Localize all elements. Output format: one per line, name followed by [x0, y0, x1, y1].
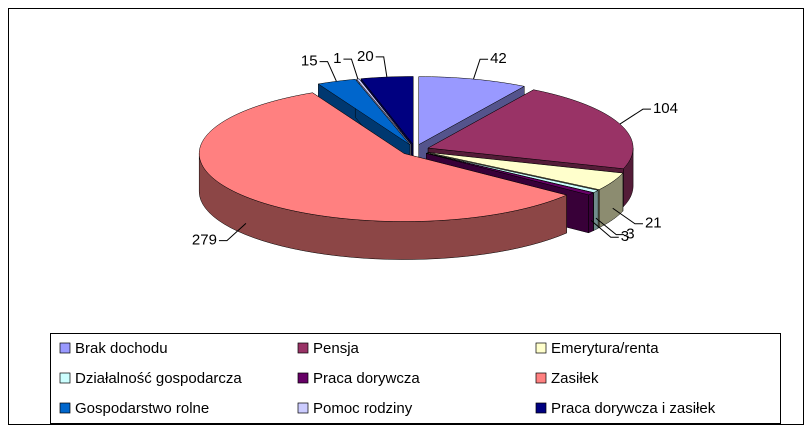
legend-label: Emerytura/renta [551, 340, 659, 357]
pie [198, 76, 634, 260]
data-label: 15 [301, 53, 318, 70]
legend-swatch [59, 402, 71, 414]
legend-label: Gospodarstwo rolne [75, 400, 209, 417]
leader-line [619, 108, 651, 125]
leader-line [375, 56, 388, 78]
slice [317, 78, 411, 145]
slice-wall [588, 192, 594, 234]
data-label: 279 [192, 232, 217, 249]
slice [198, 92, 568, 222]
data-label: 104 [653, 100, 678, 117]
legend-swatch [535, 402, 547, 414]
slice [427, 89, 634, 169]
legend-swatch [535, 372, 547, 384]
data-label: 3 [621, 228, 629, 245]
leader-line [590, 220, 619, 238]
slice [427, 152, 624, 190]
slice [418, 76, 525, 146]
legend-label: Działalność gospodarcza [75, 370, 242, 387]
legend-swatch [297, 342, 309, 354]
legend-box [50, 333, 781, 424]
leader-line [612, 207, 643, 225]
legend-label: Praca dorywcza [313, 370, 420, 387]
leader-line [595, 217, 625, 236]
legend-swatch [297, 402, 309, 414]
data-label: 21 [645, 215, 662, 232]
legend-label: Praca dorywcza i zasiłek [551, 400, 716, 417]
data-label: 20 [357, 48, 374, 65]
legend-swatch [59, 342, 71, 354]
legend-label: Pensja [313, 340, 360, 357]
slice [360, 76, 414, 146]
legend-swatch [59, 372, 71, 384]
leader-line [218, 223, 247, 242]
data-label: 42 [490, 50, 507, 67]
legend-label: Zasiłek [551, 370, 599, 387]
legend-swatch [535, 342, 547, 354]
legend-label: Brak dochodu [75, 340, 168, 357]
data-label: 1 [333, 50, 341, 67]
legend-label: Pomoc rodziny [313, 400, 413, 417]
slice [426, 153, 595, 196]
leader-line [319, 61, 337, 82]
data-label: 3 [626, 226, 634, 243]
legend-swatch [297, 372, 309, 384]
slice [356, 78, 412, 145]
leader-line [473, 58, 489, 80]
leader-line [343, 58, 359, 80]
